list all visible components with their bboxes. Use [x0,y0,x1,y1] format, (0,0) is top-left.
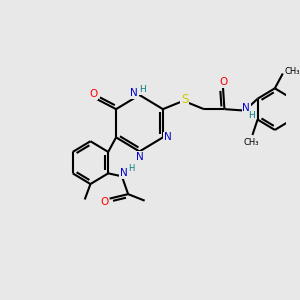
Text: N: N [130,88,138,98]
Text: O: O [219,77,227,87]
Text: N: N [242,103,250,112]
Text: N: N [164,132,172,142]
Text: CH₃: CH₃ [243,138,259,147]
Text: N: N [120,168,128,178]
Text: CH₃: CH₃ [284,67,300,76]
Text: O: O [89,89,98,99]
Text: H: H [248,112,255,121]
Text: H: H [128,164,134,173]
Text: N: N [136,152,143,162]
Text: H: H [140,85,146,94]
Text: S: S [181,93,188,106]
Text: O: O [100,197,109,207]
